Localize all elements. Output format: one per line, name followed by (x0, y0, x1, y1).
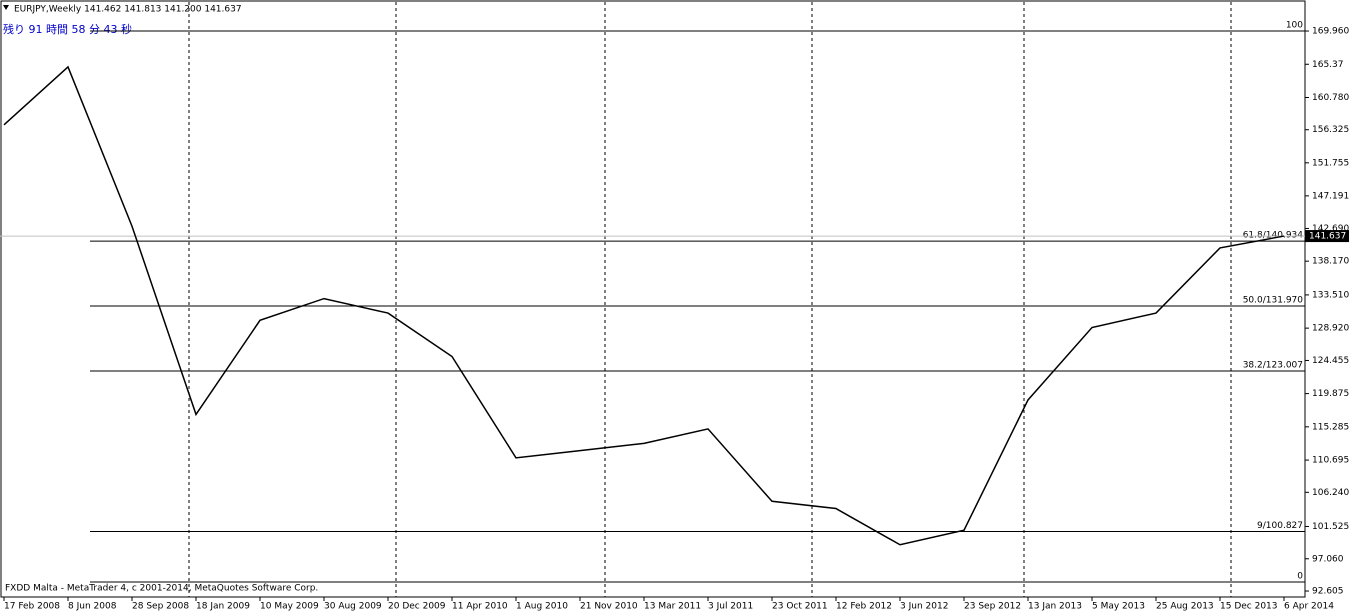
menu-arrow (3, 5, 9, 10)
x-tick-label: 3 Jul 2011 (708, 602, 753, 612)
current-price-box (1305, 230, 1349, 243)
fibo-label: 9/100.827 (1257, 521, 1303, 531)
y-tick-label: 124.455 (1312, 356, 1349, 366)
x-tick-label: 11 Apr 2010 (452, 602, 508, 612)
fibo-label: 38.2/123.007 (1243, 360, 1303, 370)
x-tick-label: 1 Aug 2010 (516, 602, 568, 612)
y-tick-label: 142.690 (1312, 224, 1349, 234)
current-price-label: 141.637 (1309, 232, 1346, 242)
y-tick-label: 92.605 (1312, 587, 1344, 597)
price-line (3, 65, 1285, 546)
y-tick-label: 119.875 (1312, 389, 1349, 399)
fibo-label: 100 (1286, 21, 1303, 31)
x-tick-label: 13 Jan 2013 (1028, 602, 1082, 612)
x-tick-label: 15 Dec 2013 (1220, 602, 1278, 612)
x-tick-label: 6 Apr 2014 (1284, 602, 1334, 612)
y-tick-label: 160.780 (1312, 93, 1349, 103)
x-tick-label: 10 May 2009 (260, 602, 319, 612)
y-tick-label: 133.510 (1312, 290, 1349, 300)
y-tick-label: 147.191 (1312, 191, 1349, 201)
y-tick-label: 106.240 (1312, 488, 1349, 498)
countdown: 残り 91 時間 58 分 43 秒 (3, 22, 132, 36)
fibo-label: 50.0/131.970 (1243, 296, 1304, 306)
y-tick-label: 169.960 (1312, 27, 1349, 37)
fibo-label: 0 (1297, 572, 1303, 582)
x-tick-label: 18 Jan 2009 (196, 602, 250, 612)
y-tick-label: 101.525 (1312, 522, 1349, 532)
y-tick-label: 165.37 (1312, 60, 1344, 70)
y-tick-label: 156.325 (1312, 125, 1349, 135)
footer: FXDD Malta - MetaTrader 4, c 2001-2014, … (5, 584, 318, 594)
x-tick-label: 5 May 2013 (1092, 602, 1145, 612)
plot-frame (0, 0, 1306, 598)
x-tick-label: 23 Sep 2012 (964, 602, 1021, 612)
x-tick-label: 3 Jun 2012 (900, 602, 948, 612)
x-tick-label: 20 Dec 2009 (388, 602, 446, 612)
y-tick-label: 128.920 (1312, 324, 1349, 334)
x-tick-label: 21 Nov 2010 (580, 602, 638, 612)
y-tick-label: 115.285 (1312, 422, 1349, 432)
x-tick-label: 30 Aug 2009 (324, 602, 382, 612)
x-tick-label: 13 Mar 2011 (644, 602, 701, 612)
y-tick-label: 138.170 (1312, 257, 1349, 267)
y-tick-label: 97.060 (1312, 554, 1344, 564)
chart-title: EURJPY,Weekly 141.462 141.813 141.200 14… (14, 5, 242, 15)
x-tick-label: 8 Jun 2008 (68, 602, 117, 612)
x-tick-label: 25 Aug 2013 (1156, 602, 1214, 612)
x-tick-label: 12 Feb 2012 (836, 602, 892, 612)
x-tick-label: 28 Sep 2008 (132, 602, 189, 612)
y-tick-label: 151.755 (1312, 158, 1349, 168)
x-tick-label: 17 Feb 2008 (4, 602, 60, 612)
x-tick-label: 23 Oct 2011 (772, 602, 828, 612)
y-tick-label: 110.695 (1312, 456, 1349, 466)
